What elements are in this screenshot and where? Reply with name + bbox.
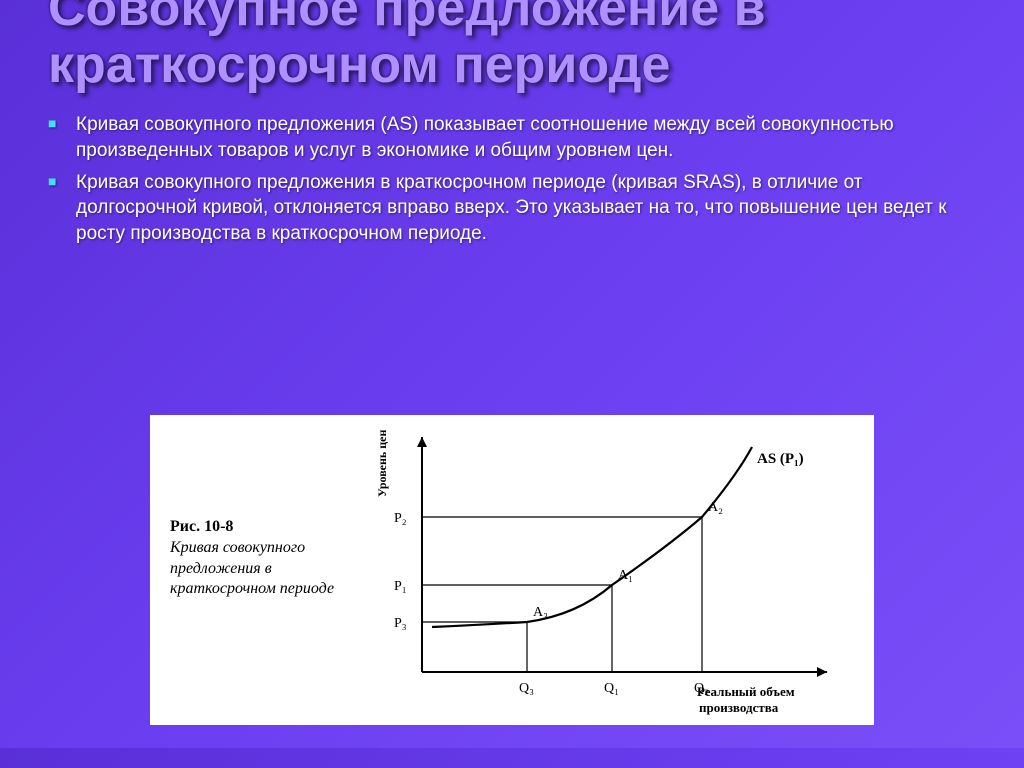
slide-root: Совокупное предложение в краткосрочном п…	[0, 0, 1024, 748]
svg-text:P₁: P₁	[394, 579, 407, 594]
bullet-item: Кривая совокупного предложения (AS) пока…	[48, 112, 976, 163]
chart-caption: Рис. 10-8 Кривая совокупного предложения…	[170, 517, 340, 600]
svg-text:A₃: A₃	[533, 605, 548, 620]
figure-number: Рис. 10-8	[170, 517, 340, 538]
chart-svg: Уровень цен Реальный объемпроизводства AS …	[357, 427, 847, 717]
svg-text:Уровень цен: Уровень цен	[375, 429, 389, 497]
svg-text:Q₂: Q₂	[694, 681, 709, 696]
svg-text:A₁: A₁	[618, 568, 633, 583]
svg-text:AS (P₁): AS (P₁)	[757, 451, 804, 467]
slide-title: Совокупное предложение в краткосрочном п…	[0, 0, 1024, 104]
svg-text:P₂: P₂	[394, 511, 407, 526]
svg-text:Реальный объем: Реальный объем	[697, 684, 795, 699]
svg-text:P₃: P₃	[394, 616, 407, 631]
bullet-list: Кривая совокупного предложения (AS) пока…	[0, 104, 1024, 246]
svg-text:производства: производства	[699, 700, 779, 715]
chart-inner: Рис. 10-8 Кривая совокупного предложения…	[162, 427, 862, 713]
caption-text: Кривая совокупного предложения в краткос…	[170, 539, 334, 598]
svg-text:Q₃: Q₃	[519, 681, 534, 696]
bullet-item: Кривая совокупного предложения в краткос…	[48, 170, 976, 247]
svg-text:A₂: A₂	[708, 500, 723, 515]
chart-container: Рис. 10-8 Кривая совокупного предложения…	[150, 415, 874, 725]
svg-text:Q₁: Q₁	[604, 681, 619, 696]
